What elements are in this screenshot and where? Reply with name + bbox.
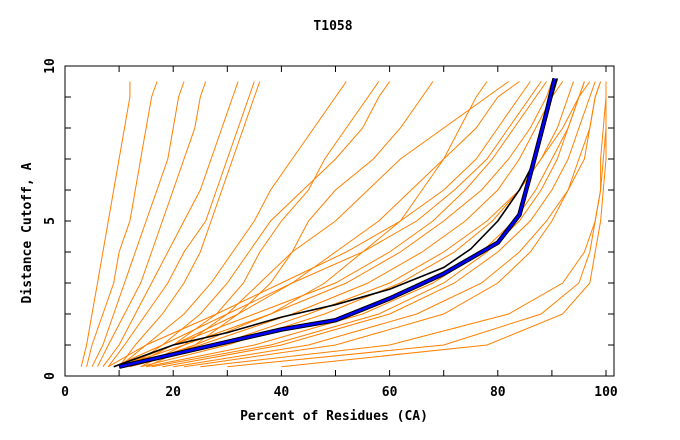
x-tick-label: 0 (61, 385, 69, 400)
series-line-blue (118, 78, 556, 368)
series-line-19 (118, 81, 553, 368)
y-tick-label: 0 (43, 372, 58, 380)
series-line-15 (140, 81, 574, 368)
series-line-21 (151, 81, 585, 368)
series-line-28 (118, 81, 520, 368)
ticks: 0 20 40 60 80 100 0 5 10 (43, 58, 618, 400)
y-tick-label: 5 (43, 217, 58, 225)
x-tick-label: 20 (165, 385, 181, 400)
series-line-6 (118, 81, 261, 367)
series-line-17 (162, 81, 596, 368)
series-line-23 (183, 81, 602, 368)
series-line-14 (129, 81, 564, 368)
y-tick-label: 10 (43, 58, 58, 74)
y-axis-label: Distance Cutoff, A (20, 162, 35, 303)
series-line-11 (140, 81, 509, 368)
x-axis-label: Percent of Residues (CA) (240, 409, 428, 424)
series-line-16 (146, 81, 585, 368)
x-tick-label: 60 (382, 385, 398, 400)
series-line-9 (129, 81, 380, 368)
series-line-20 (129, 81, 591, 368)
series-line-22 (113, 81, 542, 368)
chart-title: T1058 (313, 19, 352, 34)
series-line-blue-outline (118, 77, 557, 369)
series-line-13 (118, 81, 547, 368)
series-line-1 (86, 81, 158, 367)
series-line-7 (118, 81, 347, 368)
series-line-5 (107, 81, 255, 367)
x-tick-label: 80 (490, 385, 506, 400)
series-group (80, 77, 607, 369)
series-line-3 (97, 81, 207, 367)
series-line-4 (102, 81, 239, 367)
series-line-0 (80, 81, 131, 367)
series-line-26 (281, 81, 607, 368)
x-tick-label: 40 (274, 385, 290, 400)
series-line-18 (173, 81, 602, 368)
series-line-10 (145, 81, 434, 368)
plot-frame (64, 65, 615, 377)
series-line-8 (129, 81, 391, 368)
x-tick-label: 100 (594, 385, 618, 400)
series-line-27 (129, 81, 488, 368)
series-line-2 (91, 81, 185, 367)
